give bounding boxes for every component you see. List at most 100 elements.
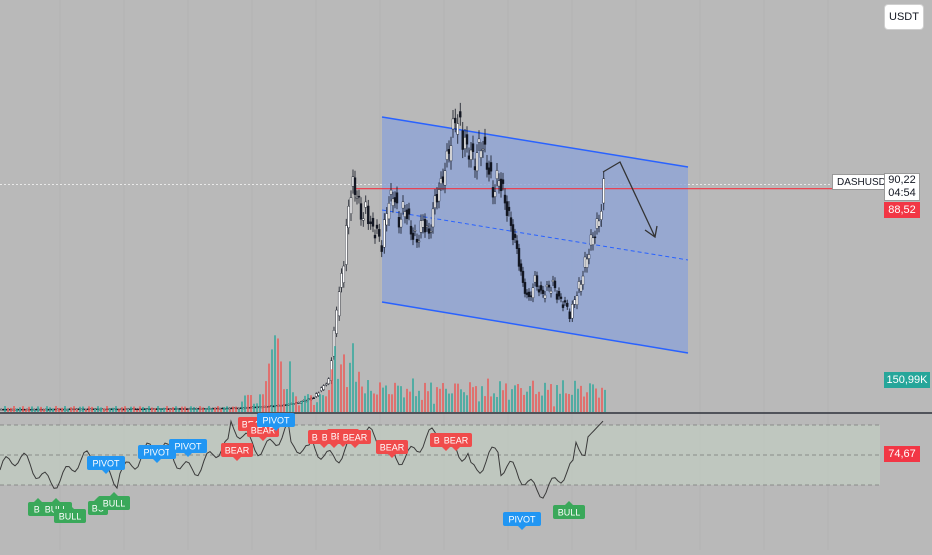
volume-bar bbox=[418, 390, 420, 412]
candle-body bbox=[541, 289, 545, 294]
candle-body bbox=[535, 275, 539, 287]
volume-bar bbox=[355, 381, 357, 412]
candle-body bbox=[0, 408, 3, 411]
candle-body bbox=[461, 130, 464, 150]
volume-bar bbox=[415, 396, 417, 412]
candle-body bbox=[459, 111, 462, 118]
volume-bar bbox=[88, 406, 90, 412]
volume-bar bbox=[115, 406, 117, 412]
volume-bar bbox=[334, 346, 336, 412]
signal-label-text: BULL bbox=[558, 508, 581, 518]
candle-body bbox=[471, 143, 475, 152]
volume-bar bbox=[484, 396, 486, 412]
candle-body bbox=[559, 296, 563, 299]
volume-bar bbox=[586, 392, 588, 412]
candle-body bbox=[571, 304, 574, 319]
signal-label-text: BULL bbox=[103, 499, 126, 509]
volume-bar bbox=[103, 408, 105, 412]
signal-label-text: BEAR bbox=[444, 436, 469, 446]
candle-body bbox=[497, 180, 501, 187]
candle-body bbox=[403, 211, 407, 217]
candle-body bbox=[503, 194, 507, 204]
volume-bar bbox=[370, 390, 372, 412]
volume-bar bbox=[187, 409, 189, 412]
volume-bar bbox=[37, 406, 39, 412]
candle-body bbox=[380, 245, 383, 252]
volume-bar bbox=[220, 408, 222, 412]
volume-bar bbox=[274, 335, 276, 412]
volume-bar bbox=[262, 394, 264, 412]
candle-body bbox=[487, 167, 491, 175]
candle-body bbox=[429, 230, 433, 233]
volume-bar bbox=[268, 363, 270, 412]
volume-bar bbox=[568, 393, 570, 412]
signal-label-pointer bbox=[52, 498, 60, 502]
volume-bar bbox=[343, 354, 345, 412]
volume-bar bbox=[64, 406, 66, 412]
candle-body bbox=[467, 155, 471, 160]
candle-body bbox=[449, 145, 453, 162]
volume-bar bbox=[526, 391, 528, 412]
volume-bar bbox=[205, 408, 207, 412]
volume-bar bbox=[394, 382, 396, 412]
candle-body bbox=[320, 387, 323, 391]
signal-label-bull: BULL bbox=[98, 492, 130, 510]
volume-value-label: 150,99K bbox=[884, 372, 930, 388]
signal-label-pointer bbox=[452, 447, 460, 451]
volume-bar bbox=[505, 383, 507, 412]
volume-bar bbox=[397, 385, 399, 412]
volume-bar bbox=[577, 388, 579, 412]
candle-body bbox=[364, 201, 367, 208]
volume-bar bbox=[100, 407, 102, 412]
candle-body bbox=[371, 217, 375, 227]
candle-body bbox=[315, 393, 318, 397]
volume-bar bbox=[310, 395, 312, 412]
candle-body bbox=[537, 289, 541, 293]
candle-body bbox=[375, 224, 379, 229]
volume-bar bbox=[424, 382, 426, 412]
volume-bar bbox=[487, 378, 489, 412]
candle-body bbox=[469, 149, 473, 160]
candle-body bbox=[385, 213, 388, 226]
volume-bar bbox=[442, 383, 444, 412]
signal-label-text: BEAR bbox=[251, 426, 276, 436]
candle-body bbox=[431, 208, 435, 228]
volume-bar bbox=[301, 400, 303, 412]
volume-bar bbox=[82, 406, 84, 412]
quote-currency-button[interactable]: USDT bbox=[884, 4, 924, 30]
volume-bar bbox=[181, 406, 183, 412]
volume-bar bbox=[463, 392, 465, 412]
candle-body bbox=[481, 148, 485, 151]
candle-body bbox=[595, 218, 599, 229]
candle-body bbox=[369, 221, 372, 224]
volume-bar bbox=[10, 407, 12, 412]
volume-bar bbox=[349, 362, 351, 412]
candle-body bbox=[600, 211, 603, 220]
volume-bar bbox=[43, 409, 45, 412]
signal-label-text: PIVOT bbox=[508, 515, 536, 525]
volume-bar bbox=[235, 406, 237, 412]
signal-label-text: PIVOT bbox=[174, 442, 202, 452]
volume-bar bbox=[73, 406, 75, 412]
signal-label-pointer bbox=[34, 498, 42, 502]
signal-label-box bbox=[257, 413, 295, 427]
candle-body bbox=[529, 295, 533, 297]
candle-body bbox=[447, 149, 451, 154]
volume-bar bbox=[466, 395, 468, 412]
signal-label-box bbox=[169, 439, 207, 453]
volume-bar bbox=[16, 408, 18, 412]
candle-body bbox=[342, 265, 346, 283]
signal-label-text: PIVOT bbox=[262, 416, 290, 426]
candle-body bbox=[425, 225, 429, 228]
volume-bar bbox=[547, 389, 549, 412]
volume-bar bbox=[595, 388, 597, 412]
candle-body bbox=[515, 240, 519, 249]
volume-bar bbox=[163, 407, 165, 412]
volume-bar bbox=[223, 407, 225, 412]
volume-bar bbox=[106, 406, 108, 412]
candle-body bbox=[378, 229, 381, 237]
signal-label-pivot: PIVOT bbox=[87, 456, 125, 474]
volume-bar bbox=[241, 401, 243, 412]
